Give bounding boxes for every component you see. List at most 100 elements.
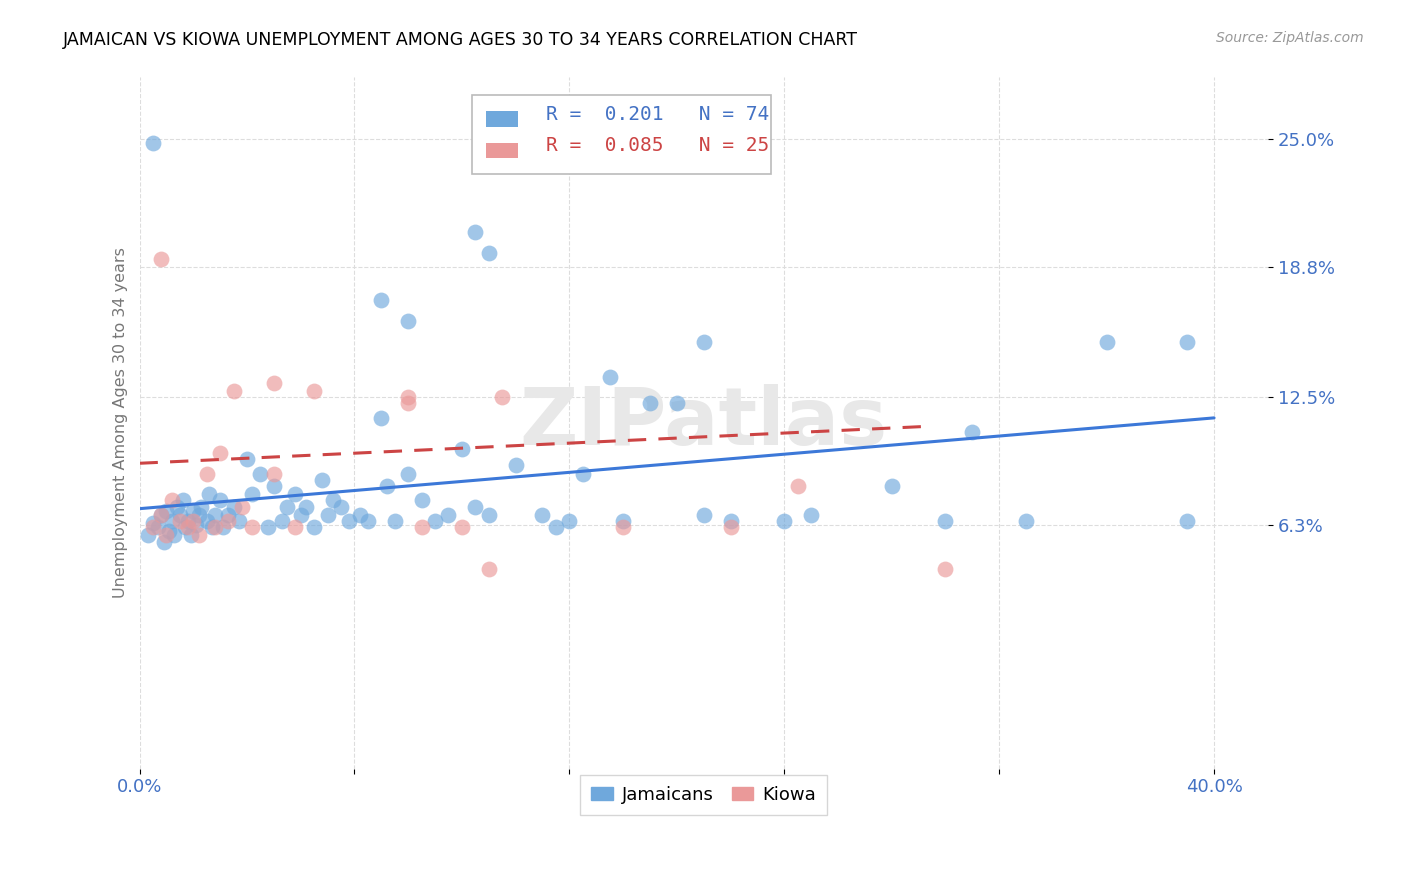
Point xyxy=(228,514,250,528)
Point xyxy=(187,508,209,522)
Text: JAMAICAN VS KIOWA UNEMPLOYMENT AMONG AGES 30 TO 34 YEARS CORRELATION CHART: JAMAICAN VS KIOWA UNEMPLOYMENT AMONG AGE… xyxy=(63,31,858,49)
FancyBboxPatch shape xyxy=(472,95,772,174)
Point xyxy=(240,487,263,501)
Point xyxy=(174,520,197,534)
Point xyxy=(531,508,554,522)
Point xyxy=(396,314,419,328)
Point xyxy=(396,467,419,481)
Point xyxy=(692,508,714,522)
Point xyxy=(222,384,245,398)
Text: Source: ZipAtlas.com: Source: ZipAtlas.com xyxy=(1216,31,1364,45)
Point xyxy=(665,396,688,410)
Point xyxy=(396,396,419,410)
Point xyxy=(217,514,239,528)
Point xyxy=(396,390,419,404)
Point xyxy=(284,520,307,534)
Point xyxy=(638,396,661,410)
Point xyxy=(204,508,226,522)
Point xyxy=(451,442,474,456)
Point xyxy=(290,508,312,522)
Point xyxy=(236,452,259,467)
Point xyxy=(180,528,202,542)
Point xyxy=(692,334,714,349)
Point xyxy=(1095,334,1118,349)
Point xyxy=(302,384,325,398)
Point xyxy=(800,508,823,522)
Point xyxy=(195,467,218,481)
Point xyxy=(150,508,173,522)
Point xyxy=(209,446,232,460)
Point xyxy=(155,528,177,542)
Point xyxy=(411,493,433,508)
Point xyxy=(384,514,406,528)
Point xyxy=(322,493,344,508)
Point xyxy=(1015,514,1038,528)
Point xyxy=(257,520,280,534)
Text: ZIPatlas: ZIPatlas xyxy=(520,384,887,462)
Y-axis label: Unemployment Among Ages 30 to 34 years: Unemployment Among Ages 30 to 34 years xyxy=(114,248,128,599)
Point xyxy=(201,520,224,534)
Point xyxy=(370,410,392,425)
Point xyxy=(276,500,298,514)
Legend: Jamaicans, Kiowa: Jamaicans, Kiowa xyxy=(581,775,827,815)
Point xyxy=(190,500,212,514)
Point xyxy=(263,376,285,390)
Point xyxy=(148,520,170,534)
Point xyxy=(451,520,474,534)
Point xyxy=(934,514,956,528)
Point xyxy=(150,252,173,266)
Point xyxy=(411,520,433,534)
Point xyxy=(571,467,593,481)
Point xyxy=(464,500,486,514)
Point xyxy=(295,500,318,514)
Point xyxy=(773,514,796,528)
Point xyxy=(478,508,501,522)
Point xyxy=(163,528,186,542)
Point xyxy=(217,508,239,522)
Point xyxy=(349,508,371,522)
Bar xyxy=(486,143,517,158)
Point xyxy=(169,508,191,522)
Bar xyxy=(486,112,517,128)
Point xyxy=(142,516,165,530)
Point xyxy=(184,518,207,533)
Point xyxy=(284,487,307,501)
Text: R =  0.201   N = 74: R = 0.201 N = 74 xyxy=(546,104,769,124)
Point xyxy=(337,514,360,528)
Point xyxy=(375,479,398,493)
Point xyxy=(599,369,621,384)
Point xyxy=(330,500,353,514)
Point xyxy=(505,458,527,473)
Point xyxy=(181,504,204,518)
Point xyxy=(316,508,339,522)
Point xyxy=(181,514,204,528)
Point xyxy=(311,473,333,487)
Point xyxy=(357,514,380,528)
Point xyxy=(177,514,200,528)
Point xyxy=(172,493,194,508)
Point xyxy=(478,245,501,260)
Point xyxy=(464,225,486,239)
Point xyxy=(231,500,253,514)
Point xyxy=(786,479,808,493)
Point xyxy=(195,514,218,528)
Point xyxy=(612,520,634,534)
Point xyxy=(204,520,226,534)
Point xyxy=(302,520,325,534)
Point xyxy=(160,493,183,508)
Point xyxy=(166,500,188,514)
Point xyxy=(478,561,501,575)
Point xyxy=(1175,514,1198,528)
Point xyxy=(157,524,180,539)
Point xyxy=(720,520,742,534)
Point xyxy=(720,514,742,528)
Point xyxy=(240,520,263,534)
Point xyxy=(437,508,460,522)
Point xyxy=(142,136,165,151)
Point xyxy=(962,425,984,440)
Point xyxy=(263,479,285,493)
Point xyxy=(880,479,903,493)
Point xyxy=(370,293,392,308)
Point xyxy=(136,528,159,542)
Point xyxy=(177,520,200,534)
